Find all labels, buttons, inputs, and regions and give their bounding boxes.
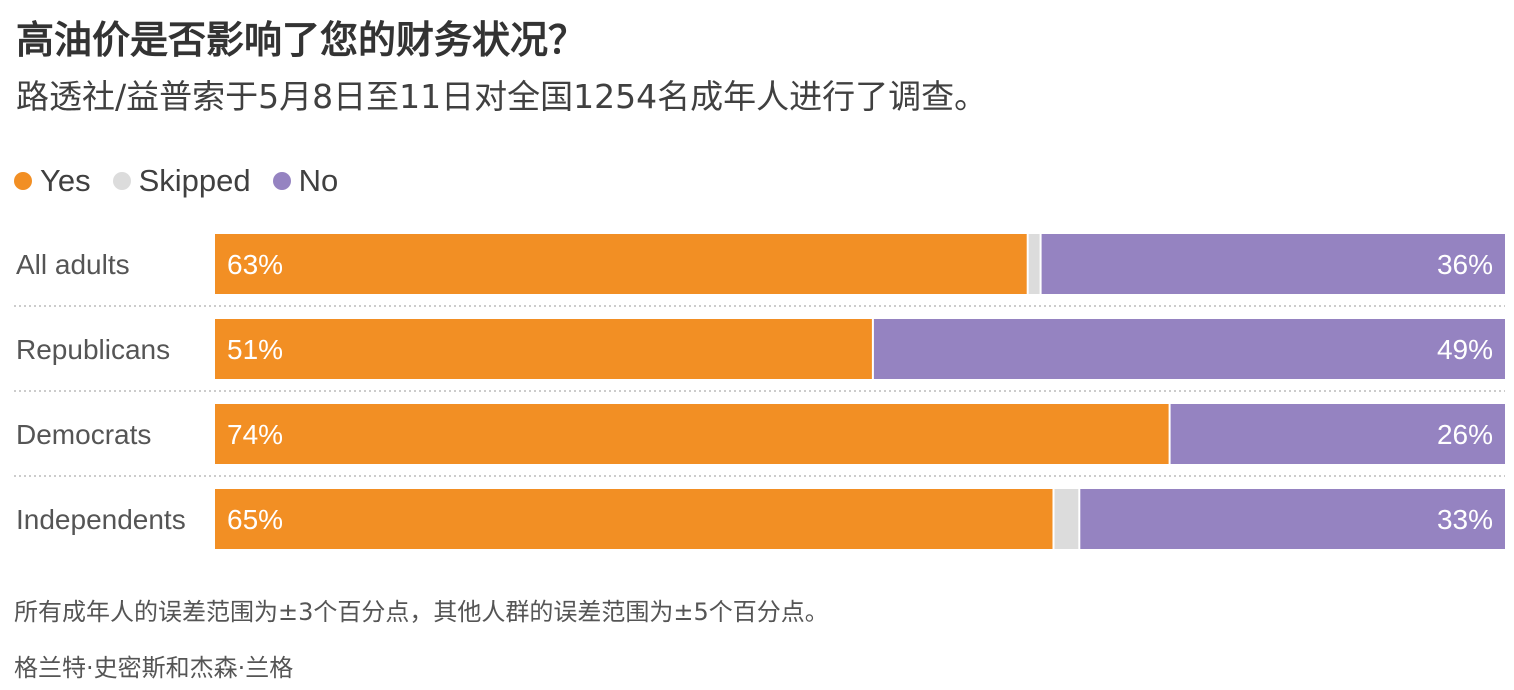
legend-swatch-no xyxy=(272,172,291,190)
data-label-yes-democrats: 74% xyxy=(227,419,283,450)
bar-skipped-independents xyxy=(1053,489,1080,549)
bar-yes-republicans xyxy=(215,319,873,379)
bar-no-democrats xyxy=(1169,404,1505,464)
category-label-democrats: Democrats xyxy=(16,419,151,450)
data-label-yes-all-adults: 63% xyxy=(227,249,283,280)
bar-skipped-all-adults xyxy=(1027,234,1041,294)
legend-label-yes: Yes xyxy=(40,163,91,198)
author-credit: 格兰特·史密斯和杰森·兰格 xyxy=(14,654,294,682)
legend-swatch-skipped xyxy=(112,172,131,190)
bar-yes-all-adults xyxy=(215,234,1028,294)
legend-swatch-yes xyxy=(14,172,32,190)
bar-separator-independents-2 xyxy=(1078,489,1081,549)
category-label-all-adults: All adults xyxy=(16,249,130,280)
bar-yes-independents xyxy=(215,489,1054,549)
bar-no-republicans xyxy=(872,319,1505,379)
legend-label-no: No xyxy=(298,163,339,198)
data-label-no-democrats: 26% xyxy=(1437,419,1493,450)
data-label-no-republicans: 49% xyxy=(1437,334,1493,365)
bar-separator-all-adults-2 xyxy=(1039,234,1042,294)
legend-item-yes: Yes xyxy=(14,160,91,202)
category-label-independents: Independents xyxy=(16,504,186,535)
bar-no-all-adults xyxy=(1040,234,1505,294)
bar-no-independents xyxy=(1079,489,1505,549)
legend-label-skipped: Skipped xyxy=(138,163,251,198)
legend: Yes Skipped No xyxy=(14,160,360,202)
data-label-yes-republicans: 51% xyxy=(227,334,283,365)
stacked-bar-chart: All adults 63% 36% Republicans 51% 49% Democra… xyxy=(14,234,1505,549)
margin-of-error-note: 所有成年人的误差范围为±3个百分点，其他人群的误差范围为±5个百分点。 xyxy=(14,598,829,626)
data-label-no-independents: 33% xyxy=(1437,504,1493,535)
bar-separator-all-adults-1 xyxy=(1026,234,1029,294)
chart-subtitle: 路透社/益普索于5月8日至11日对全国1254名成年人进行了调查。 xyxy=(16,77,988,116)
legend-item-no: No xyxy=(272,160,339,202)
bar-separator-independents-1 xyxy=(1052,489,1055,549)
data-label-no-all-adults: 36% xyxy=(1437,249,1493,280)
bar-yes-democrats xyxy=(215,404,1170,464)
bar-separator-republicans-2 xyxy=(871,319,874,379)
legend-item-skipped: Skipped xyxy=(112,160,251,202)
chart-title: 高油价是否影响了您的财务状况？ xyxy=(16,18,587,62)
data-label-yes-independents: 65% xyxy=(227,504,283,535)
category-label-republicans: Republicans xyxy=(16,334,170,365)
bar-separator-democrats-2 xyxy=(1168,404,1171,464)
